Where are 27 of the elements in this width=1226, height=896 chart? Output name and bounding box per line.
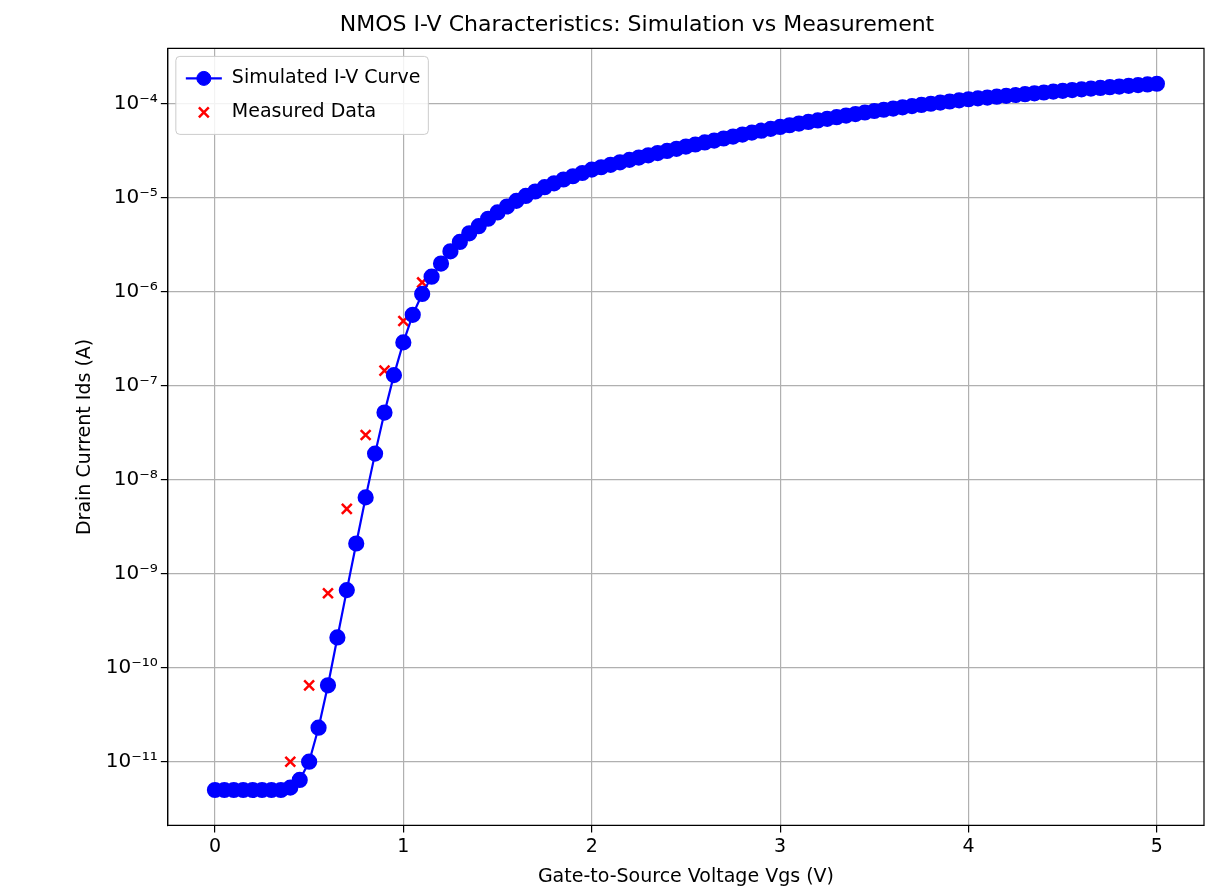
y-tick-label: 10⁻⁴ <box>113 90 158 115</box>
y-tick-label: 10⁻⁸ <box>113 466 158 491</box>
x-tick-label: 2 <box>585 833 598 856</box>
y-tick-label: 10⁻⁶ <box>113 278 158 303</box>
point <box>340 502 354 516</box>
y-axis-title: Drain Current Ids (A) <box>72 338 95 536</box>
point <box>397 314 410 328</box>
point <box>359 428 372 442</box>
legend-label: Simulated I-V Curve <box>231 65 421 88</box>
x-tick-label: 5 <box>1150 833 1163 856</box>
point <box>302 679 316 692</box>
y-tick-label: 10⁻¹⁰ <box>105 653 158 678</box>
y-tick-label: 10⁻⁹ <box>113 559 158 584</box>
legend-label: Measured Data <box>231 99 377 122</box>
point <box>321 587 335 600</box>
y-tick-label: 10⁻⁵ <box>113 184 158 209</box>
point <box>378 364 391 377</box>
x-tick-label: 3 <box>774 833 787 856</box>
x-tick-label: 1 <box>397 833 410 856</box>
point <box>415 276 429 289</box>
point <box>284 755 297 768</box>
x-tick-label: 4 <box>962 833 975 856</box>
x-axis-title: Gate-to-Source Voltage Vgs (V) <box>537 863 834 886</box>
chart-title: NMOS I-V Characteristics: Simulation vs Measurement <box>339 10 935 36</box>
y-tick-label: 10⁻⁷ <box>113 372 158 397</box>
y-tick-label: 10⁻¹¹ <box>105 747 158 772</box>
x-tick-label: 0 <box>208 833 221 856</box>
